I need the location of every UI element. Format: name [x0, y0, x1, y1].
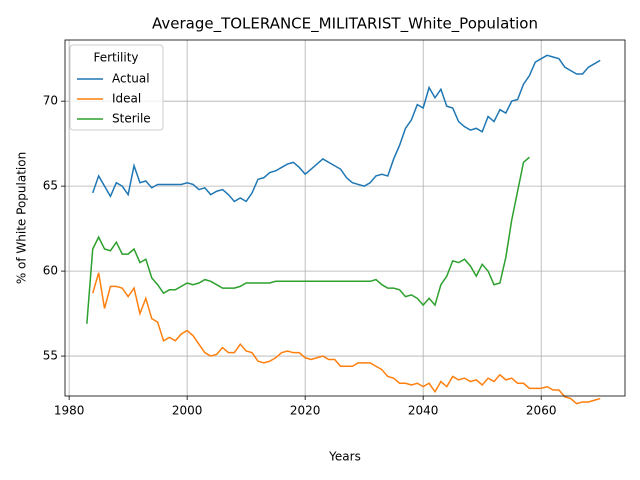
- x-tick-label: 2060: [526, 404, 557, 418]
- legend-box: [69, 44, 164, 131]
- y-tick-label: 65: [43, 179, 58, 193]
- x-tick-label: 1980: [54, 404, 85, 418]
- y-tick-label: 60: [43, 264, 58, 278]
- line-series: [92, 272, 601, 405]
- y-tick-label: 70: [43, 94, 58, 108]
- legend-label: Sterile: [112, 112, 151, 126]
- y-axis-label: % of White Population: [15, 152, 29, 284]
- chart-title: Average_TOLERANCE_MILITARIST_White_Popul…: [152, 15, 538, 34]
- line-series: [92, 54, 601, 203]
- x-tick-label: 2040: [408, 404, 439, 418]
- y-tick-label: 55: [43, 349, 58, 363]
- x-axis-label: Years: [328, 450, 361, 464]
- legend-title: Fertility: [93, 51, 138, 65]
- legend-label: Ideal: [112, 92, 141, 106]
- plot-frame: [64, 39, 626, 397]
- x-tick-label: 2020: [290, 404, 321, 418]
- x-tick-label: 2000: [172, 404, 203, 418]
- legend-label: Actual: [112, 72, 150, 86]
- line-series: [86, 156, 530, 324]
